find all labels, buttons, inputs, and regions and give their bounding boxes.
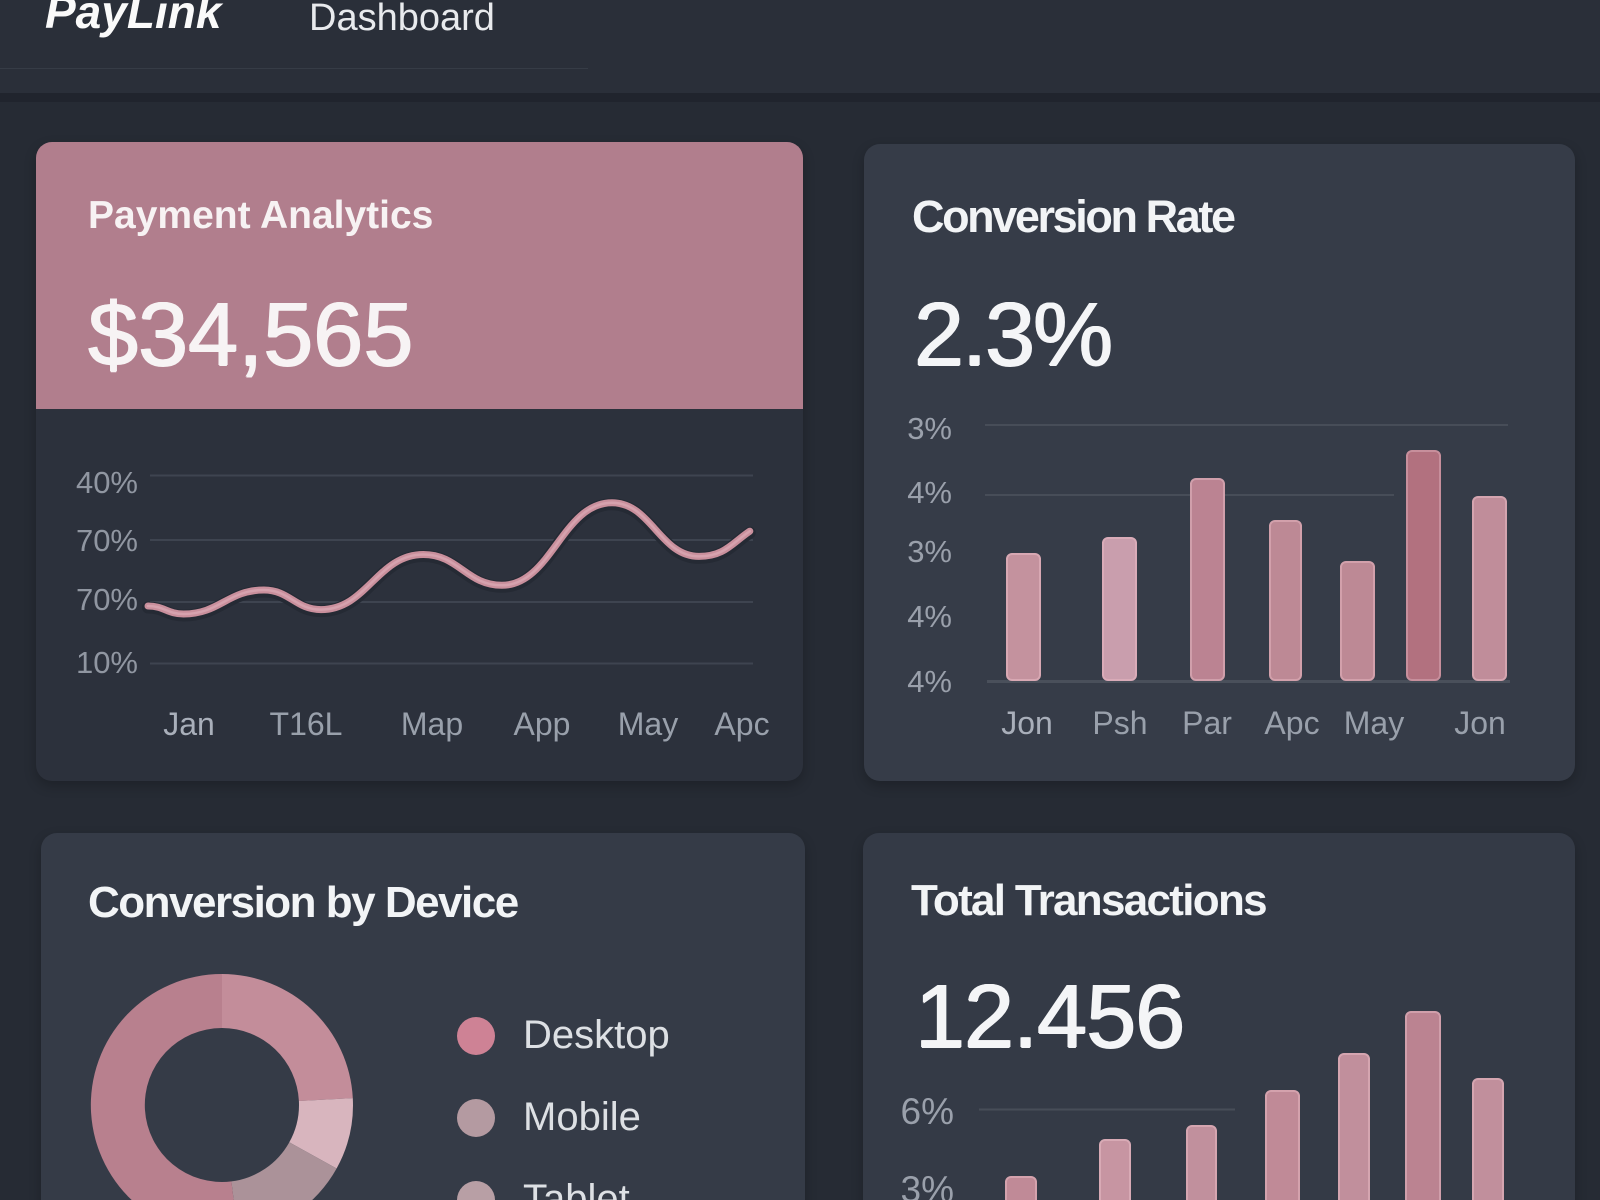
svg-text:App: App <box>514 706 571 742</box>
svg-text:40%: 40% <box>76 465 138 500</box>
svg-text:Map: Map <box>401 706 463 742</box>
svg-text:Par: Par <box>1182 705 1232 741</box>
svg-text:70%: 70% <box>76 523 138 558</box>
svg-text:6%: 6% <box>901 1091 954 1132</box>
svg-text:T16L: T16L <box>270 706 343 742</box>
svg-text:10%: 10% <box>76 645 138 680</box>
svg-text:3%: 3% <box>907 411 952 446</box>
svg-text:4%: 4% <box>907 664 952 699</box>
svg-text:May: May <box>1344 705 1404 741</box>
svg-text:70%: 70% <box>76 582 138 617</box>
svg-text:Apc: Apc <box>1264 705 1319 741</box>
svg-text:3%: 3% <box>901 1169 954 1200</box>
svg-text:Jon: Jon <box>1001 705 1053 741</box>
svg-text:4%: 4% <box>907 599 952 634</box>
svg-text:3%: 3% <box>907 534 952 569</box>
svg-text:May: May <box>618 706 678 742</box>
svg-text:Psh: Psh <box>1092 705 1147 741</box>
svg-text:Apc: Apc <box>714 706 769 742</box>
svg-text:Jon: Jon <box>1454 705 1506 741</box>
svg-text:4%: 4% <box>907 475 952 510</box>
svg-text:Jan: Jan <box>163 706 215 742</box>
